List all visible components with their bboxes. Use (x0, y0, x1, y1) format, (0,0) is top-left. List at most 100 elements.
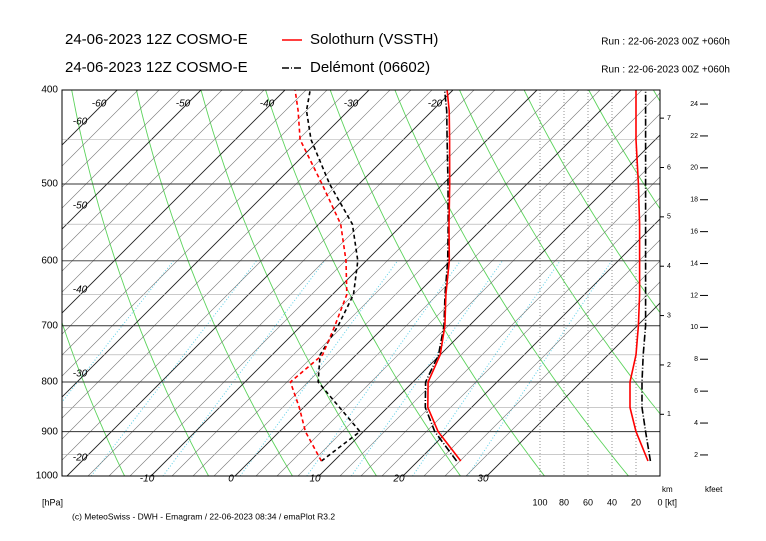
legend-name: Delémont (06602) (310, 59, 430, 76)
isotherm-label: 0 (228, 474, 234, 485)
kft-tick-label: 24 (690, 101, 698, 108)
km-axis-label: km (662, 485, 673, 494)
minor-isotherm (255, 90, 643, 476)
minor-isotherm (213, 90, 601, 476)
kft-tick-label: 2 (694, 452, 698, 459)
km-tick-label: 3 (667, 312, 671, 319)
legend-run: Run : 22-06-2023 00Z +060h (601, 65, 730, 76)
isotherm (486, 302, 660, 476)
wind-axis-label: [kt] (665, 497, 677, 507)
minor-isotherm (62, 90, 328, 356)
minor-isotherm (62, 90, 307, 335)
isotherm-label: -20 (73, 453, 88, 464)
minor-isotherm (276, 92, 660, 476)
kft-axis-label: kfeet (705, 485, 723, 494)
minor-isotherm (465, 281, 660, 476)
dry-adiabat (394, 90, 629, 476)
dewpoint-line (289, 90, 348, 462)
isotherm-label: 10 (309, 474, 321, 485)
isotherm (62, 90, 202, 230)
minor-isotherm (62, 90, 391, 419)
minor-isotherm (62, 90, 433, 461)
wind-tick-label: 100 (532, 497, 547, 507)
dry-adiabat (135, 90, 293, 476)
isotherm (318, 134, 660, 476)
kft-tick-label: 20 (690, 165, 698, 172)
kft-tick-label: 14 (690, 260, 698, 267)
legend-name: Solothurn (VSSTH) (310, 31, 438, 48)
temperature-line (426, 90, 462, 462)
wind-speed-line (629, 90, 649, 462)
minor-isotherm (171, 90, 559, 476)
minor-isotherm (192, 90, 580, 476)
km-tick-label: 1 (667, 411, 671, 418)
isotherm (66, 90, 454, 476)
y-tick-label: 800 (41, 377, 58, 388)
footer: (c) MeteoSwiss - DWH - Emagram / 22-06-2… (72, 511, 335, 521)
isotherm-label: -30 (73, 369, 88, 380)
kft-tick-label: 8 (694, 356, 698, 363)
kft-tick-label: 10 (690, 324, 698, 331)
temperature-line (424, 90, 458, 462)
km-tick-label: 7 (667, 115, 671, 122)
minor-isotherm (62, 90, 412, 440)
minor-isotherm (62, 90, 223, 251)
kft-tick-label: 18 (690, 197, 698, 204)
wind-tick-label: 80 (559, 497, 569, 507)
isotherm-label: -50 (176, 99, 191, 110)
y-tick-label: 400 (41, 85, 58, 96)
y-tick-label: 600 (41, 255, 58, 266)
km-tick-label: 5 (667, 214, 671, 221)
minor-isotherm (62, 90, 349, 377)
plot-frame (61, 89, 661, 477)
isotherm-label: -40 (260, 99, 275, 110)
wind-tick-label: 20 (631, 497, 641, 507)
isotherm-label: -60 (73, 117, 88, 128)
minor-isotherm (62, 90, 265, 293)
minor-isotherm (129, 90, 517, 476)
km-tick-label: 4 (667, 263, 671, 270)
y-tick-label: 500 (41, 179, 58, 190)
legend-model: 24-06-2023 12Z COSMO-E (65, 59, 248, 76)
grid (62, 90, 660, 476)
minor-isotherm (87, 90, 475, 476)
isotherm (150, 90, 538, 476)
legend-run: Run : 22-06-2023 00Z +060h (601, 37, 730, 48)
dry-adiabat (62, 321, 126, 476)
isotherm-label: -20 (428, 99, 443, 110)
isotherm (62, 90, 286, 314)
kft-tick-label: 16 (690, 228, 698, 235)
minor-isotherm (339, 155, 660, 476)
isotherm-label: -10 (140, 474, 155, 485)
curves (289, 90, 652, 462)
minor-isotherm (108, 90, 496, 476)
minor-isotherm (62, 90, 181, 209)
wind-tick-label: 0 (657, 497, 662, 507)
isotherm-label: -40 (73, 285, 88, 296)
minor-isotherm (62, 90, 160, 188)
dry-adiabat (459, 90, 660, 415)
km-tick-label: 6 (667, 164, 671, 171)
dry-adiabat (71, 90, 209, 476)
labels: -60-60-50-50-40-40-30-30-20-20-10 0 10 20 30… (36, 85, 708, 507)
legend-model: 24-06-2023 12Z COSMO-E (65, 31, 248, 48)
dry-adiabat (523, 90, 660, 314)
y-tick-label: 900 (41, 426, 58, 437)
isotherm-label: 20 (392, 474, 405, 485)
minor-isotherm (297, 113, 660, 476)
kft-tick-label: 22 (690, 133, 698, 140)
minor-isotherm (381, 197, 660, 476)
isotherm (402, 218, 660, 476)
kft-tick-label: 6 (694, 388, 698, 395)
minor-isotherm (423, 239, 660, 476)
minor-isotherm (360, 176, 660, 476)
mixing-ratio-line (90, 260, 257, 476)
minor-isotherm (62, 90, 139, 167)
wind-tick-label: 40 (607, 497, 617, 507)
isotherm (62, 90, 370, 398)
minor-isotherm (62, 90, 244, 272)
y-axis-label: [hPa] (42, 497, 63, 507)
isotherm (234, 90, 622, 476)
